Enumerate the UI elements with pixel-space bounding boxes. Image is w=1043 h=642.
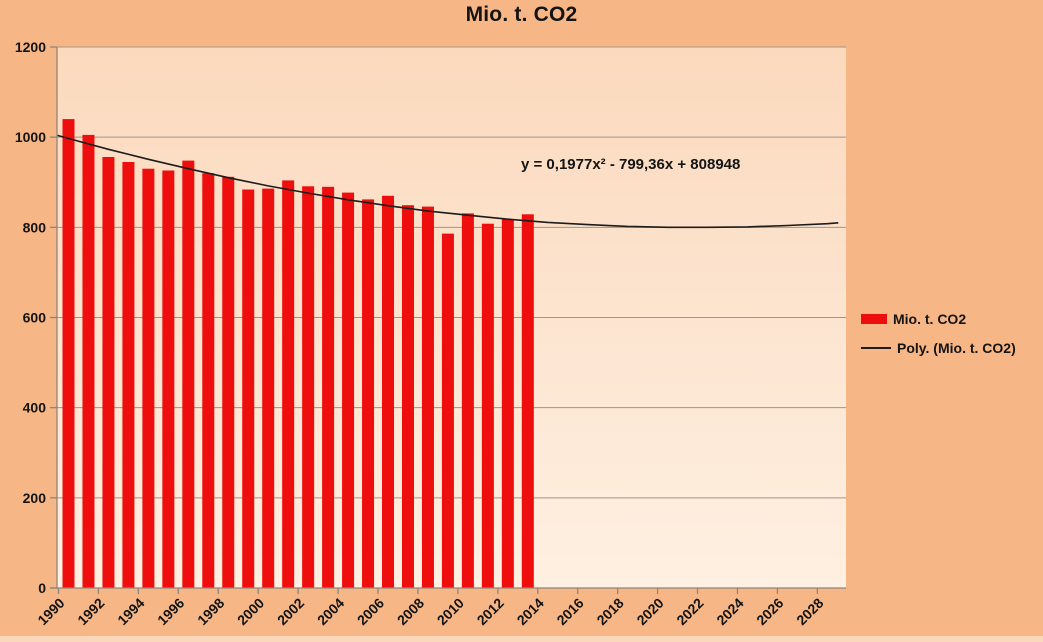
- bar-2006: [382, 195, 395, 589]
- bar-2007: [401, 205, 414, 588]
- bar-2000: [262, 188, 275, 588]
- x-axis-label-2026: 2026: [753, 595, 786, 628]
- bar-1998: [222, 176, 235, 589]
- x-axis-label-2018: 2018: [593, 595, 626, 628]
- bar-1995: [162, 170, 175, 588]
- bar-2001: [282, 180, 295, 588]
- window-edge-strip: [0, 636, 1043, 642]
- bar-1999: [242, 189, 255, 588]
- bar-1991: [82, 134, 95, 588]
- x-axis-label-1996: 1996: [154, 595, 187, 628]
- trendline-curve: [57, 134, 839, 229]
- legend-item-trendline: Poly. (Mio. t. CO2): [861, 340, 1016, 356]
- y-axis-label-200: 200: [23, 490, 47, 506]
- bar-1992: [102, 157, 115, 588]
- legend: Mio. t. CO2 Poly. (Mio. t. CO2): [861, 311, 1016, 356]
- bar-1996: [182, 160, 195, 588]
- x-axis-label-2012: 2012: [474, 595, 507, 628]
- x-axis-label-2008: 2008: [394, 595, 427, 628]
- x-axis-label-1994: 1994: [114, 595, 147, 628]
- legend-label-trendline: Poly. (Mio. t. CO2): [897, 340, 1016, 356]
- bar-1997: [202, 173, 215, 588]
- x-axis-label-2004: 2004: [314, 595, 347, 628]
- bar-1990: [62, 119, 75, 588]
- x-axis-label-2006: 2006: [354, 595, 387, 628]
- chart-title: Mio. t. CO2: [465, 3, 578, 26]
- trendline-swatch-icon: [861, 347, 891, 349]
- x-axis-label-1990: 1990: [34, 595, 67, 628]
- x-axis-label-2000: 2000: [234, 595, 267, 628]
- y-axis-label-1200: 1200: [15, 39, 46, 55]
- bar-2010: [461, 213, 474, 588]
- bar-2013: [521, 214, 534, 589]
- y-axis-label-400: 400: [23, 400, 47, 416]
- x-axis-label-2028: 2028: [793, 595, 826, 628]
- legend-label-series: Mio. t. CO2: [893, 311, 967, 327]
- x-axis-label-2020: 2020: [633, 595, 666, 628]
- bar-1994: [142, 168, 155, 588]
- bar-2009: [441, 233, 454, 588]
- y-axis-label-600: 600: [23, 310, 47, 326]
- bar-2004: [342, 192, 355, 588]
- x-axis-label-2002: 2002: [274, 595, 307, 628]
- x-axis-label-2010: 2010: [434, 595, 467, 628]
- y-axis-label-1000: 1000: [15, 129, 46, 145]
- x-axis-label-1992: 1992: [74, 595, 107, 628]
- trendline-equation: y = 0,1977x² - 799,36x + 808948: [521, 156, 741, 173]
- legend-item-series: Mio. t. CO2: [861, 311, 1016, 327]
- bar-1993: [122, 162, 135, 588]
- bar-2002: [302, 186, 315, 589]
- x-axis-label-2024: 2024: [713, 595, 746, 628]
- x-axis-label-2016: 2016: [553, 595, 586, 628]
- bar-2003: [322, 186, 335, 589]
- y-axis-label-0: 0: [38, 580, 46, 596]
- bar-2012: [501, 219, 514, 588]
- y-axis-label-800: 800: [23, 219, 47, 235]
- x-axis-label-2014: 2014: [514, 595, 547, 628]
- bar-2011: [481, 223, 494, 588]
- x-axis-label-1998: 1998: [194, 595, 227, 628]
- bar-2008: [421, 206, 434, 588]
- bar-2005: [362, 199, 375, 588]
- series-swatch-icon: [861, 314, 887, 324]
- x-axis-label-2022: 2022: [673, 595, 706, 628]
